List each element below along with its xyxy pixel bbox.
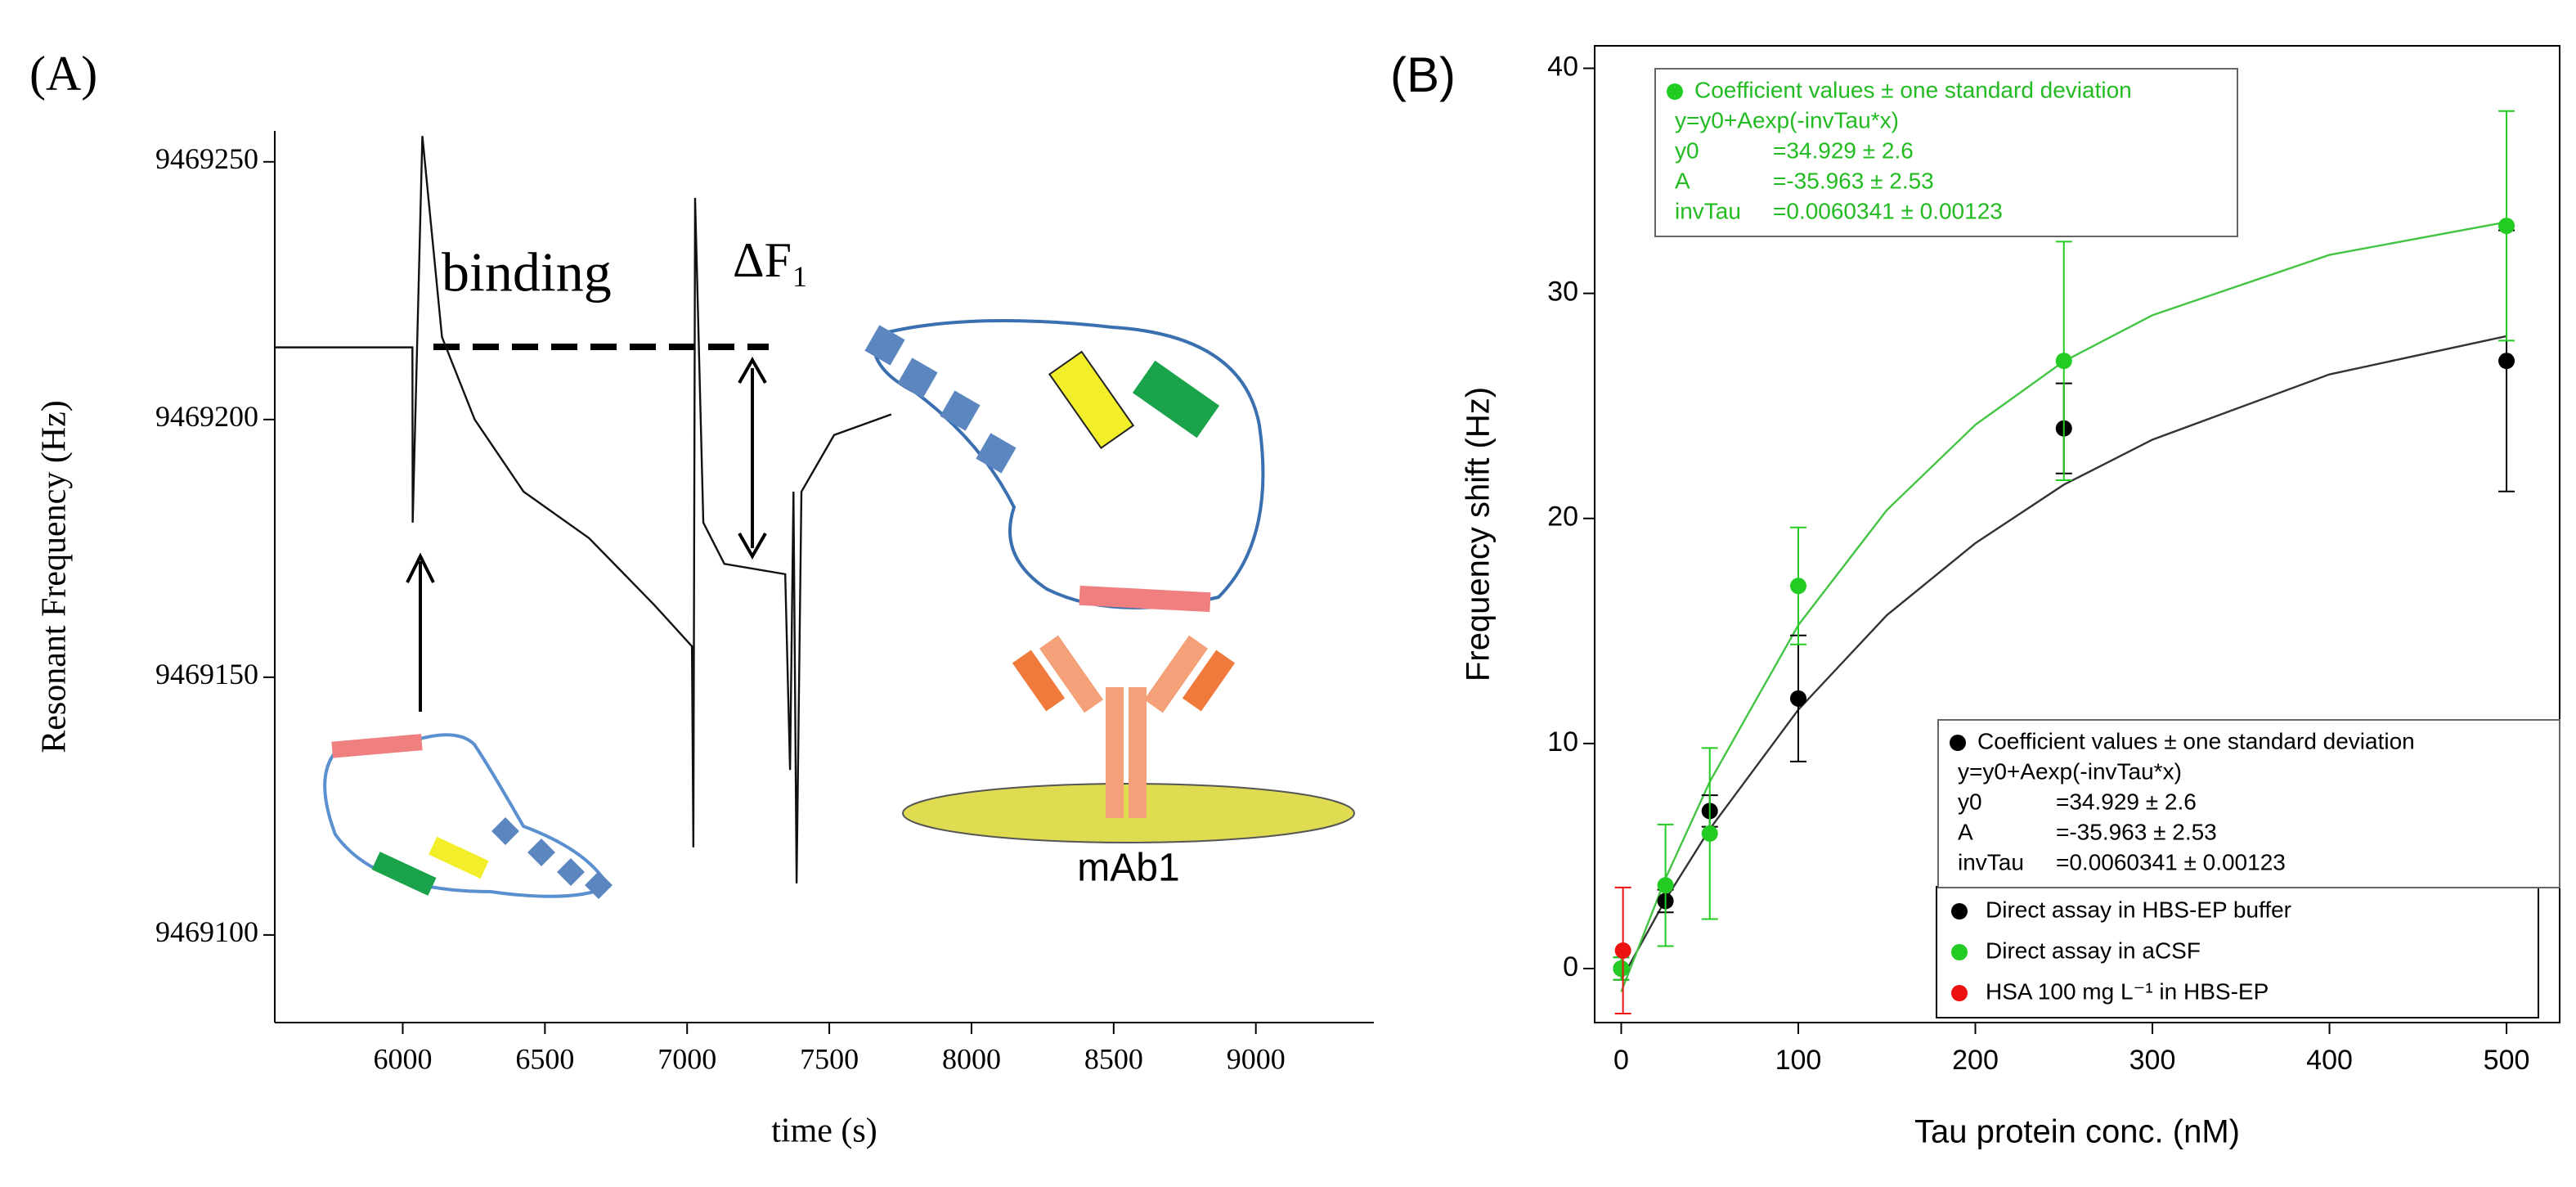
cartoon-a bbox=[323, 319, 1355, 899]
panel-label: (B) bbox=[1390, 47, 1456, 102]
legend-frame bbox=[1936, 886, 2539, 1018]
epitope bbox=[429, 836, 489, 879]
arrow-head bbox=[406, 552, 435, 583]
box-dot bbox=[1950, 735, 1966, 751]
y-tick-label: 9469200 bbox=[155, 400, 258, 433]
box-text: y0 bbox=[1958, 789, 1982, 814]
x-axis-label: Tau protein conc. (nM) bbox=[1914, 1114, 2240, 1150]
y-tick-label: 9469150 bbox=[155, 658, 258, 690]
y-axis-label: Frequency shift (Hz) bbox=[1461, 387, 1497, 681]
box-text: =0.0060341 ± 0.00123 bbox=[2056, 849, 2286, 875]
point bbox=[1614, 942, 1631, 959]
legend-label: HSA 100 mg L⁻¹ in HBS-EP bbox=[1986, 978, 2269, 1004]
y-tick-label: 10 bbox=[1547, 726, 1578, 758]
trace bbox=[275, 136, 892, 884]
fit-curve bbox=[1620, 221, 2507, 992]
legend-swatch bbox=[1951, 944, 1968, 960]
y-tick-label: 20 bbox=[1547, 501, 1578, 533]
coefficient-box bbox=[1654, 68, 2238, 237]
box-text: Coefficient values ± one standard deviat… bbox=[1694, 77, 2132, 102]
x-tick-label: 6500 bbox=[515, 1042, 574, 1075]
point bbox=[2498, 218, 2515, 235]
x-tick-label: 300 bbox=[2129, 1045, 2176, 1076]
point bbox=[1789, 690, 1806, 707]
panel-label: (A) bbox=[29, 47, 97, 101]
coefficient-box bbox=[1937, 719, 2560, 888]
box-text: =-35.963 ± 2.53 bbox=[2056, 819, 2217, 844]
epitope bbox=[1079, 585, 1211, 613]
box-text: invTau bbox=[1958, 849, 2024, 875]
antibody bbox=[1012, 635, 1236, 818]
y-tick-label: 9469250 bbox=[155, 142, 258, 175]
legend-label: Direct assay in aCSF bbox=[1986, 937, 2201, 963]
box-text: =0.0060341 ± 0.00123 bbox=[1773, 198, 2003, 223]
arrow-heads bbox=[738, 356, 767, 560]
x-tick-label: 8000 bbox=[942, 1042, 1001, 1075]
epitope bbox=[371, 852, 437, 896]
x-tick-label: 200 bbox=[1952, 1045, 1999, 1076]
epitope bbox=[331, 734, 423, 758]
box-text: A bbox=[1675, 168, 1690, 193]
box-text: =34.929 ± 2.6 bbox=[2056, 789, 2197, 814]
box-text: Coefficient values ± one standard deviat… bbox=[1977, 728, 2415, 753]
x-axis-label: time (s) bbox=[771, 1113, 877, 1150]
x-tick-label: 6000 bbox=[373, 1042, 432, 1075]
point bbox=[1657, 877, 1674, 894]
legend-swatch bbox=[1951, 903, 1968, 919]
box-dot bbox=[1667, 83, 1683, 100]
epitope bbox=[1048, 350, 1135, 450]
panel: (A) 6000 6500 7000 7500 8000 8500 9000 9469100 94… bbox=[29, 47, 1374, 1150]
box-text: y0 bbox=[1675, 137, 1699, 163]
y-tick-label: 30 bbox=[1547, 277, 1578, 308]
y-tick-label: 9469100 bbox=[155, 915, 258, 948]
beads bbox=[491, 817, 613, 899]
x-tick-label: 500 bbox=[2484, 1045, 2530, 1076]
annotation: mAb1 bbox=[1077, 847, 1179, 890]
box-text: =-35.963 ± 2.53 bbox=[1773, 168, 1934, 193]
point bbox=[1701, 825, 1718, 842]
legend-label: Direct assay in HBS-EP buffer bbox=[1986, 897, 2291, 922]
point bbox=[2498, 353, 2515, 370]
annotation: ΔF₁ bbox=[733, 233, 809, 287]
x-tick-label: 100 bbox=[1775, 1045, 1822, 1076]
annotation: binding bbox=[442, 241, 612, 303]
box-text: y=y0+Aexp(-invTau*x) bbox=[1958, 758, 2182, 784]
x-tick-label: 0 bbox=[1613, 1045, 1629, 1076]
point bbox=[1613, 960, 1630, 977]
y-tick-label: 0 bbox=[1563, 951, 1578, 982]
x-tick-label: 7500 bbox=[800, 1042, 859, 1075]
legend-swatch bbox=[1951, 985, 1968, 1001]
point bbox=[2055, 353, 2072, 370]
x-tick-label: 8500 bbox=[1084, 1042, 1143, 1075]
y-axis-label: Resonant Frequency (Hz) bbox=[36, 400, 74, 753]
epitope bbox=[1132, 360, 1220, 438]
fit-curve bbox=[1620, 335, 2507, 981]
box-text: =34.929 ± 2.6 bbox=[1773, 137, 1914, 163]
x-tick-label: 7000 bbox=[657, 1042, 716, 1075]
box-text: y=y0+Aexp(-invTau*x) bbox=[1675, 107, 1899, 133]
box-text: invTau bbox=[1675, 198, 1741, 223]
x-tick-label: 9000 bbox=[1227, 1042, 1286, 1075]
panel: (B) 0 100 200 300 400 500 0 10 20 30 40 Tau protein … bbox=[1390, 45, 2560, 1150]
point bbox=[1789, 578, 1806, 595]
plot-frame bbox=[1594, 45, 2560, 1023]
y-tick-label: 40 bbox=[1547, 51, 1578, 82]
beads bbox=[864, 325, 1016, 474]
x-tick-label: 400 bbox=[2306, 1045, 2353, 1076]
box-text: A bbox=[1958, 819, 1973, 844]
peptide-loop bbox=[323, 733, 611, 898]
